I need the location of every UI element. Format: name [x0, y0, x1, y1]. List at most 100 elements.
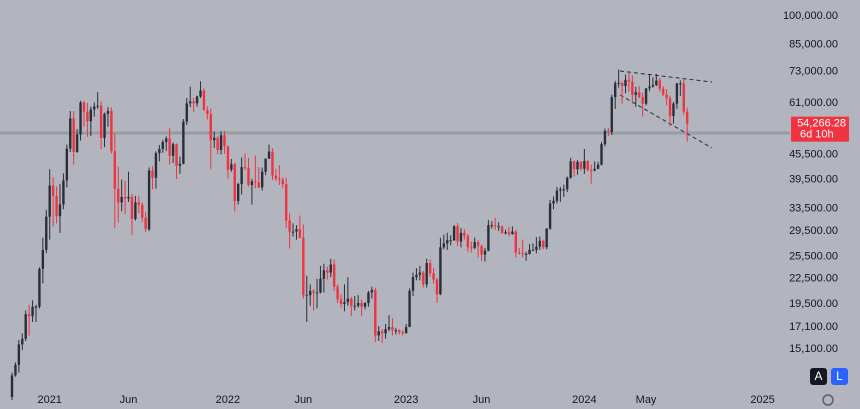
auto-scale-label[interactable]: A — [814, 369, 822, 383]
candle-body — [51, 185, 55, 196]
auto-scale-button[interactable] — [810, 368, 827, 385]
y-tick-label: 19,500.00 — [789, 298, 838, 310]
candle-body — [524, 253, 528, 255]
candle-body — [250, 181, 254, 186]
candle-body — [134, 202, 137, 219]
candle-body — [535, 246, 538, 250]
candle-body — [288, 220, 291, 232]
candle-body — [21, 338, 24, 345]
candle-body — [199, 90, 202, 97]
candle-body — [559, 189, 562, 191]
settings-icon[interactable] — [822, 394, 834, 406]
candle-body — [237, 184, 240, 201]
candle-body — [497, 226, 500, 228]
candle-body — [103, 113, 106, 139]
candle-body — [69, 118, 72, 149]
candle-body — [264, 158, 267, 172]
candle-body — [463, 232, 466, 236]
candle-body — [189, 101, 192, 104]
candle-body — [401, 332, 404, 334]
trendline-upper — [619, 70, 713, 83]
candle-body — [624, 79, 627, 87]
y-tick-label: 17,100.00 — [789, 321, 838, 333]
candle-body — [637, 92, 641, 98]
candle-body — [117, 188, 120, 203]
candle-body — [404, 327, 408, 334]
candle-body — [305, 295, 308, 297]
candle-body — [380, 331, 384, 334]
candle-body — [72, 118, 75, 153]
candle-body — [315, 292, 319, 294]
y-tick-label: 25,500.00 — [789, 251, 838, 263]
candle-body — [682, 83, 685, 112]
candle-body — [620, 82, 624, 87]
candle-body — [82, 102, 86, 112]
x-tick-label: May — [636, 394, 657, 406]
candle-body — [555, 190, 559, 201]
log-scale-label[interactable]: L — [836, 369, 843, 383]
candle-body — [398, 330, 401, 333]
candle-body — [58, 204, 62, 217]
log-scale-button[interactable] — [831, 368, 848, 385]
candle-body — [298, 229, 302, 238]
candle-body — [144, 217, 147, 230]
candle-body — [648, 86, 651, 89]
candle-body — [127, 196, 130, 199]
candle-body — [182, 121, 185, 164]
candle-body — [586, 160, 589, 171]
candle-body — [175, 144, 178, 166]
candle-body — [449, 240, 452, 242]
candle-body — [38, 268, 41, 307]
candle-body — [206, 110, 209, 115]
candle-body — [672, 103, 675, 116]
candle-body — [370, 290, 374, 293]
candle-body — [466, 235, 470, 248]
candle-body — [185, 103, 188, 122]
candle-body — [411, 277, 415, 291]
y-tick-label: 100,000.00 — [783, 10, 838, 22]
price-label: 54,266.28 — [797, 118, 846, 130]
candle-body — [223, 135, 226, 147]
y-tick-label: 85,000.00 — [789, 39, 838, 51]
candle-body — [566, 177, 569, 190]
candle-body — [507, 232, 511, 235]
x-tick-label: Jun — [120, 394, 138, 406]
candle-body — [240, 167, 243, 185]
candle-body — [661, 88, 665, 95]
candle-body — [494, 225, 497, 227]
candle-body — [141, 204, 144, 218]
candle-body — [593, 168, 596, 171]
candle-body — [106, 111, 110, 114]
candle-body — [322, 270, 326, 279]
candle-body — [17, 344, 21, 365]
candle-body — [514, 231, 518, 253]
candle-body — [548, 203, 552, 229]
candle-body — [154, 153, 158, 178]
candle-body — [353, 305, 356, 307]
candle-body — [319, 278, 322, 293]
candle-body — [274, 175, 278, 179]
candle-body — [391, 327, 394, 331]
candle-body — [483, 250, 487, 255]
candle-body — [168, 138, 171, 156]
candle-body — [415, 274, 418, 278]
candle-body — [500, 226, 504, 233]
candle-body — [99, 105, 103, 139]
x-tick-label: 2021 — [37, 394, 61, 406]
candle-body — [350, 298, 353, 306]
x-tick-label: Jun — [473, 394, 491, 406]
candle-body — [260, 171, 264, 188]
candle-body — [209, 114, 212, 141]
candle-body — [158, 148, 161, 154]
candle-body — [456, 226, 459, 242]
candle-body — [487, 225, 490, 251]
candle-body — [435, 279, 439, 295]
candle-body — [216, 137, 219, 151]
x-tick-label: 2022 — [216, 394, 240, 406]
x-tick-label: 2023 — [394, 394, 418, 406]
x-tick-label: 2025 — [750, 394, 774, 406]
candle-body — [219, 135, 223, 151]
candle-body — [247, 167, 250, 186]
